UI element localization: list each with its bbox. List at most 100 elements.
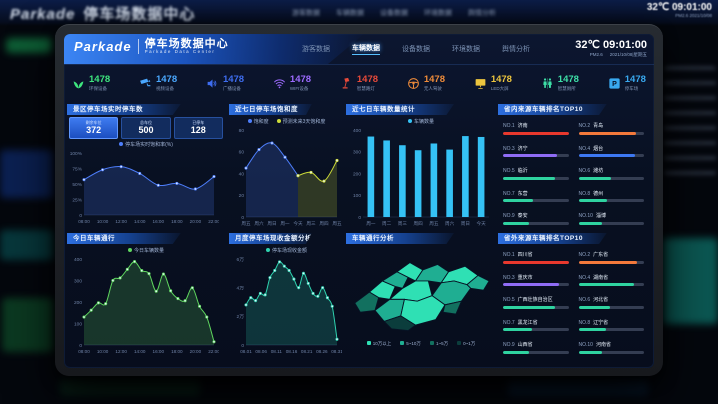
region-name: 广西壮族自治区 — [517, 297, 553, 303]
leaf-icon — [72, 77, 85, 90]
steering-wheel-icon — [407, 77, 420, 90]
rank-bar-fill — [503, 199, 534, 202]
svg-text:12:00: 12:00 — [115, 349, 127, 354]
legend-item: 车辆数量 — [407, 118, 434, 125]
region-name: 山西省 — [517, 342, 533, 348]
kpi-item: 1478 广播设备 — [206, 75, 244, 91]
kpi-value: 1478 — [423, 74, 445, 86]
panel-week-traffic: 近七日车辆数量统计 车辆数量 0 100 200 300 400 周一 周二 周三 周四 周五 周六… — [346, 104, 496, 230]
kpi-label: 智慧路灯 — [356, 86, 375, 92]
rank-bar-fill — [503, 350, 530, 354]
clock-widget: 32℃ 09:01:00 PM2.6 2021/10/08|星期五 — [575, 38, 647, 58]
stat-box[interactable]: 剩余车位 372 — [69, 117, 119, 139]
rank-bar-fill — [578, 305, 610, 309]
legend-item: 今日车辆数量 — [127, 247, 164, 254]
rank-bar-track — [503, 199, 569, 202]
background-brand: Parkade — [10, 6, 76, 23]
top10-item: NO.2 广东省 — [578, 251, 644, 264]
panel-today-traffic: 今日车辆通行 今日车辆数量 0 100 200 300 400 08:00 10:00 12:… — [67, 233, 225, 359]
temperature: 32℃ — [575, 39, 600, 51]
stat-value: 500 — [138, 125, 154, 136]
dashboard-header: Parkade 停车场数据中心 Parkade Data Center 游客数据… — [64, 34, 654, 65]
top10-item: NO.6 河北省 — [578, 296, 644, 309]
top10-item: NO.9 泰安 — [503, 212, 569, 225]
svg-text:08.01: 08.01 — [240, 349, 252, 354]
rank-bar-fill — [578, 328, 606, 331]
top10-item: NO.10 淄博 — [578, 212, 644, 225]
week-traffic-bar-chart[interactable]: 0 100 200 300 400 周一 周二 周三 周四 周五 周六 周日 今天 — [346, 125, 494, 228]
svg-text:16:00: 16:00 — [153, 349, 165, 354]
chart-legend: 停车场实时饱和率(%) — [67, 140, 225, 148]
svg-text:20:00: 20:00 — [190, 349, 202, 354]
chart-legend: 饱和度 预测未来3天饱和度 — [229, 117, 344, 125]
today-traffic-area-chart[interactable]: 0 100 200 300 400 08:00 10:00 12:00 14:00 16:00 18… — [67, 254, 220, 356]
svg-text:20: 20 — [239, 193, 245, 199]
svg-text:周二: 周二 — [382, 221, 392, 227]
nav-tab[interactable]: 车辆数据 — [352, 43, 380, 55]
nav-tab[interactable]: 设备数据 — [402, 46, 430, 53]
svg-text:200: 200 — [353, 171, 361, 177]
svg-text:08:00: 08:00 — [78, 349, 90, 354]
rank-bar-fill — [578, 154, 635, 157]
svg-text:4万: 4万 — [237, 285, 245, 291]
svg-text:0: 0 — [79, 343, 82, 349]
svg-text:60: 60 — [239, 150, 245, 156]
rank-bar-track — [578, 199, 644, 202]
rank-bar-track — [503, 176, 569, 180]
background-clock: 32℃ 09:01:00 PM2.6 2021/10/08 — [646, 2, 712, 18]
rank-bar-track — [503, 350, 569, 354]
nav-tab[interactable]: 游客数据 — [302, 46, 330, 53]
rank-bar-fill — [578, 221, 603, 225]
rank-label: NO.5 — [503, 297, 515, 303]
chart-legend: 停车场现收金额 — [229, 246, 344, 254]
svg-text:18:00: 18:00 — [171, 349, 183, 354]
nav-tab[interactable]: 环境数据 — [452, 46, 480, 53]
svg-text:P: P — [612, 81, 617, 88]
nav-tab[interactable]: 舆情分析 — [502, 46, 530, 53]
rank-label: NO.10 — [578, 213, 593, 219]
shandong-map[interactable] — [347, 246, 495, 338]
realtime-saturation-chart[interactable]: 0 25% 50% 75% 100% 08:00 10:00 12:00 14:00 16:00 1… — [67, 148, 220, 226]
background-blur-blob — [0, 230, 54, 260]
region-name: 德州 — [593, 190, 604, 197]
kpi-item: 1478 LED大屏 — [474, 75, 512, 91]
kpi-item: P 1478 停车场 — [608, 75, 646, 91]
kpi-item: 1478 无人驾驶 — [407, 75, 445, 91]
region-name: 四川省 — [517, 252, 533, 258]
rank-label: NO.3 — [503, 274, 515, 281]
logo-divider — [137, 39, 139, 55]
rank-bar-fill — [503, 131, 569, 135]
svg-text:08.06: 08.06 — [255, 349, 267, 354]
rank-bar-fill — [578, 176, 612, 180]
background-nav: 游客数据 车辆数据 设备数据 环境数据 舆情分析 — [292, 8, 496, 18]
rank-bar-track — [578, 131, 644, 135]
monthly-income-area-chart[interactable]: 0 2万 4万 6万 08.01 08.06 08.11 08.16 08.21 08.26 08.… — [229, 254, 344, 356]
chart-legend: 车辆数量 — [346, 117, 496, 125]
svg-text:40: 40 — [239, 171, 245, 177]
parking-stats: 剩余车位 372 总车位 500 已停车 128 — [69, 117, 223, 139]
kpi-value: 1478 — [289, 74, 312, 86]
svg-text:75%: 75% — [72, 166, 82, 172]
rank-label: NO.8 — [578, 319, 591, 326]
background-blur-blob — [664, 66, 716, 176]
logo: Parkade 停车场数据中心 Parkade Data Center — [74, 38, 229, 55]
stat-box[interactable]: 总车位 500 — [121, 117, 171, 139]
svg-text:2万: 2万 — [237, 314, 245, 320]
legend-item: 预测未来3天饱和度 — [276, 118, 325, 125]
kpi-label: 智慧厕所 — [557, 86, 576, 92]
rank-bar-track — [578, 260, 644, 264]
cctv-icon — [139, 77, 152, 90]
kpi-label: 停车场 — [624, 86, 639, 92]
rank-bar-fill — [578, 283, 634, 286]
rank-bar-track — [578, 154, 644, 157]
stat-box[interactable]: 已停车 128 — [173, 117, 223, 139]
top10-item: NO.8 德州 — [578, 190, 644, 202]
background-blur-blob — [662, 238, 718, 324]
svg-text:400: 400 — [74, 257, 82, 263]
rank-label: NO.8 — [578, 190, 591, 197]
map-legend-item: 10万以上 — [366, 341, 391, 347]
top10-item: NO.2 青岛 — [578, 122, 644, 135]
lamp-icon — [340, 77, 353, 90]
